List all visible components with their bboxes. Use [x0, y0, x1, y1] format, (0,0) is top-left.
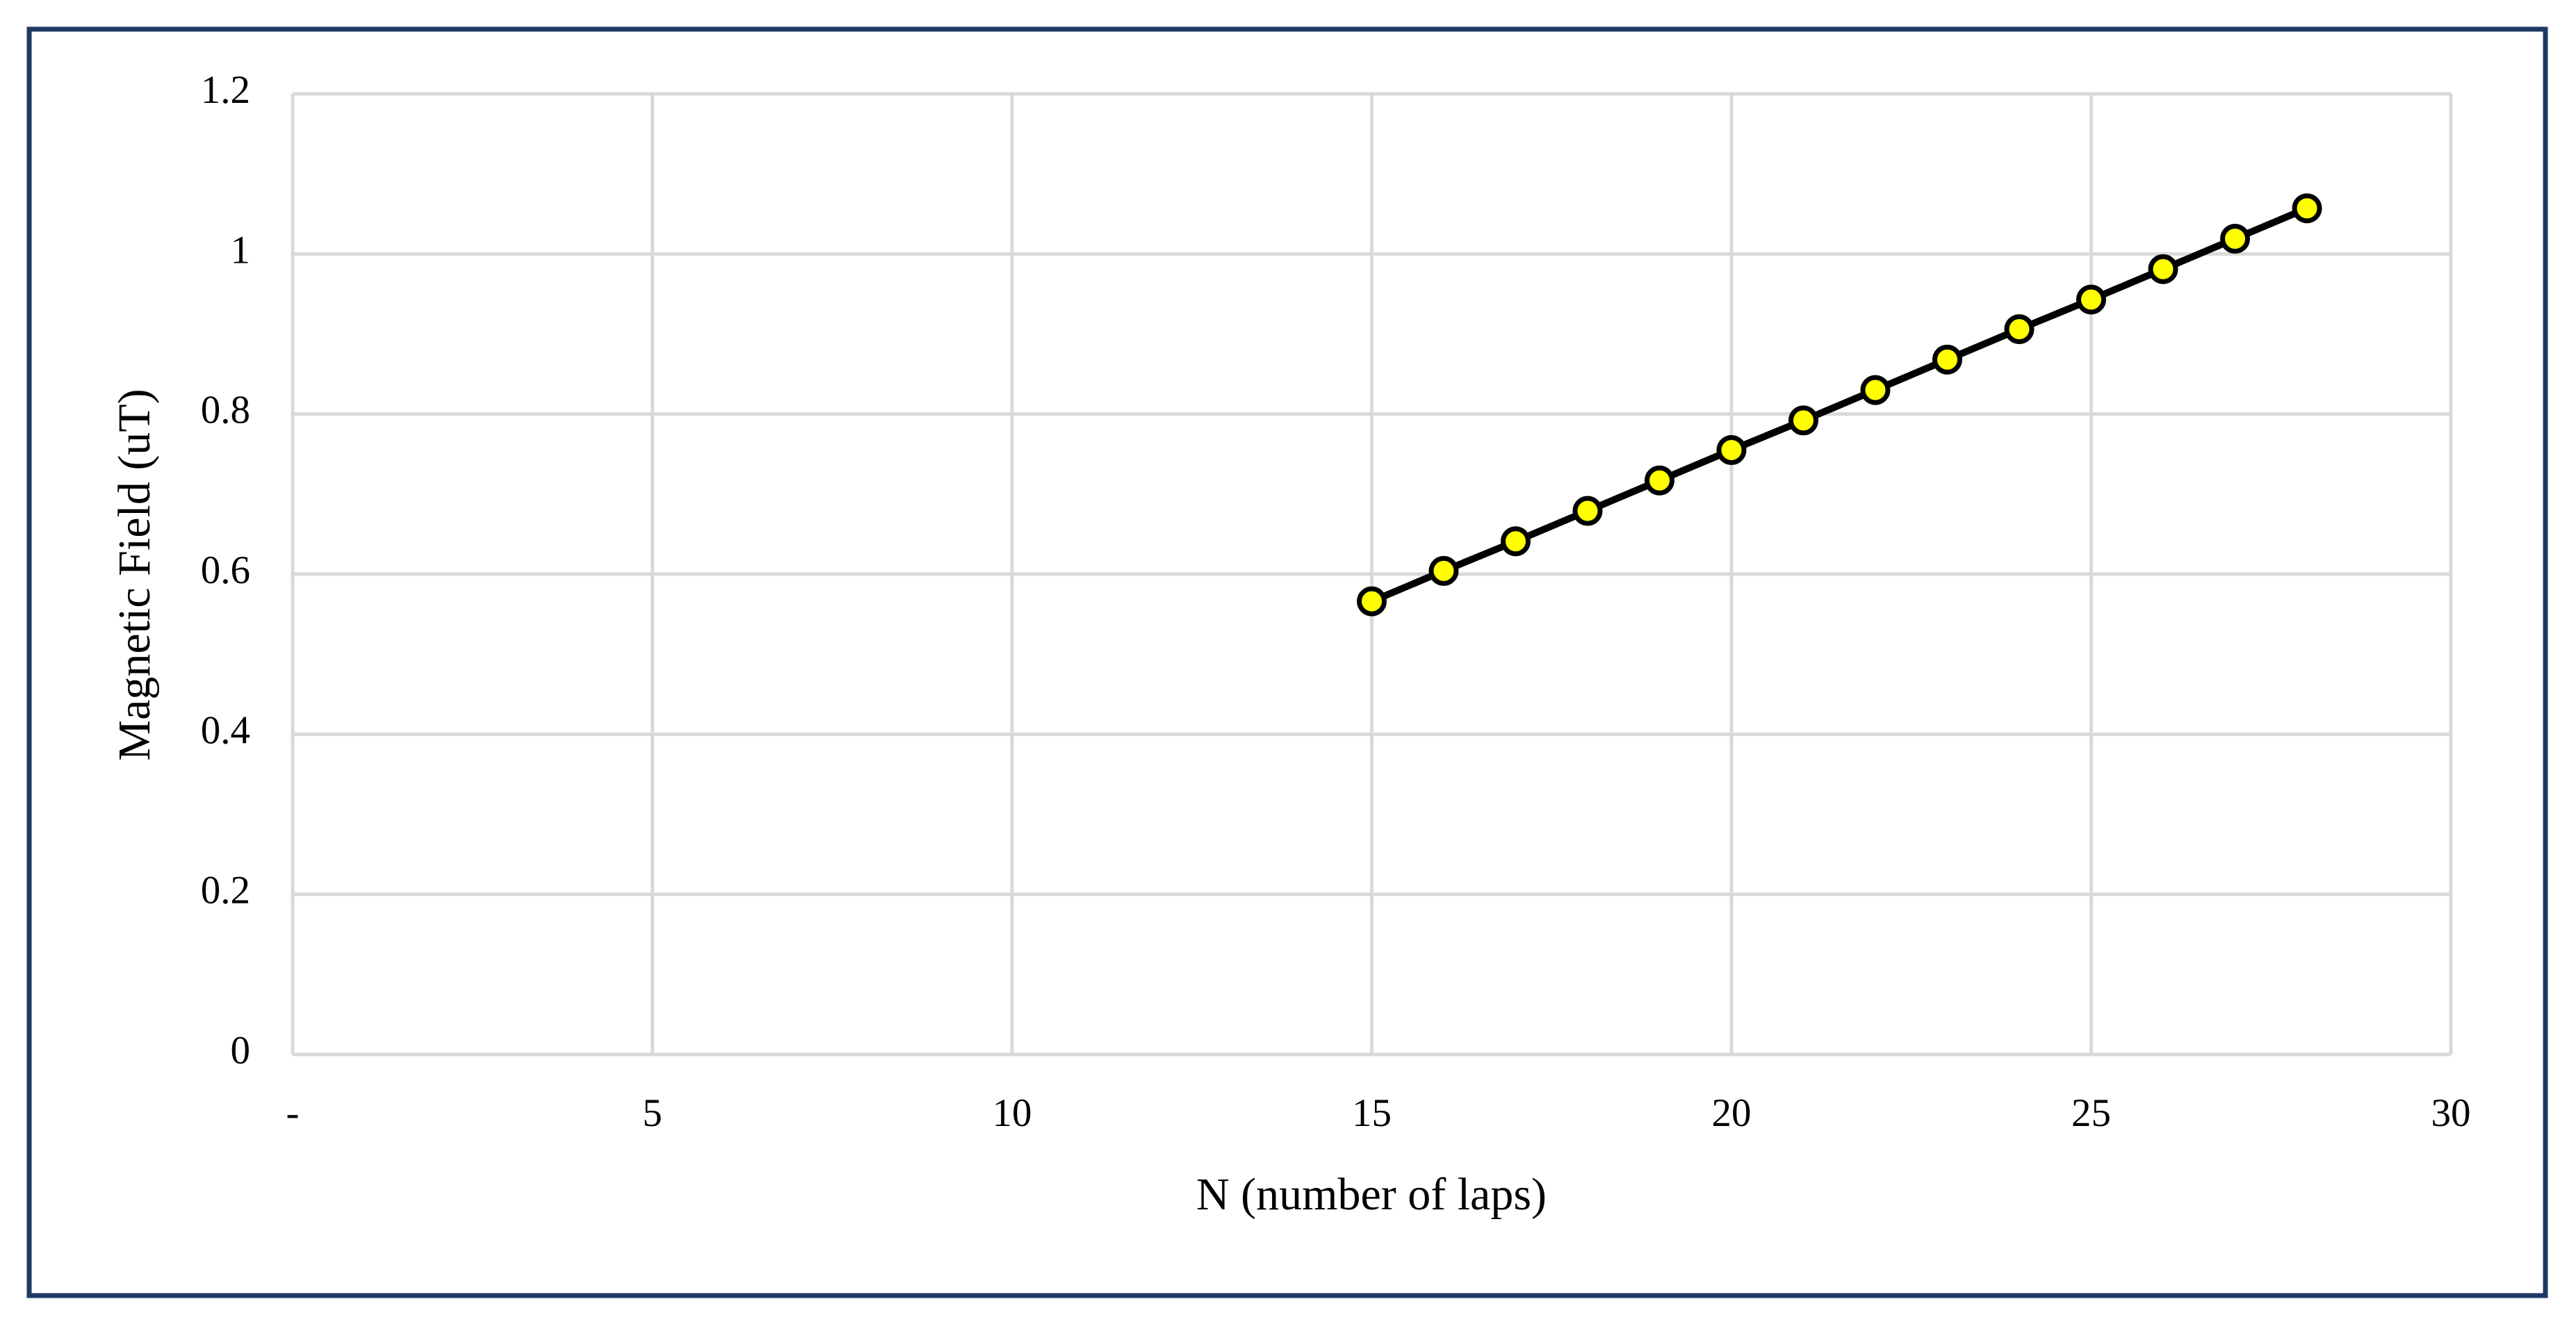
x-axis-title: N (number of laps) [1196, 1169, 1547, 1220]
data-point [2148, 254, 2178, 284]
data-point [2292, 193, 2322, 224]
x-tick-label: 30 [2431, 1091, 2471, 1135]
data-point [1428, 555, 1459, 586]
y-tick-label: 0 [231, 1029, 251, 1072]
data-point [1572, 496, 1603, 526]
y-tick-label: 1 [231, 228, 251, 272]
data-point [1932, 344, 1962, 375]
data-point [2004, 314, 2035, 345]
x-tick-label: 15 [1352, 1091, 1392, 1135]
data-point [1788, 405, 1818, 436]
x-tick-label: 10 [993, 1091, 1032, 1135]
y-tick-label: 1.2 [201, 68, 250, 112]
y-tick-label: 0.4 [201, 708, 250, 752]
y-tick-label: 0.2 [201, 869, 250, 913]
x-tick-label: - [286, 1091, 300, 1135]
data-point [1357, 586, 1387, 617]
x-tick-label: 5 [642, 1091, 662, 1135]
data-point [2220, 223, 2250, 254]
data-point [1501, 526, 1531, 557]
y-tick-label: 0.6 [201, 548, 250, 592]
data-point [2076, 284, 2106, 315]
x-tick-label: 20 [1712, 1091, 1752, 1135]
data-point [1860, 375, 1891, 405]
y-axis-title: Magnetic Field (uT) [109, 389, 160, 760]
chart-border [26, 26, 2548, 1298]
x-tick-label: 25 [2071, 1091, 2111, 1135]
data-point [1716, 434, 1747, 465]
y-tick-label: 0.8 [201, 389, 250, 432]
data-point [1645, 465, 1674, 496]
